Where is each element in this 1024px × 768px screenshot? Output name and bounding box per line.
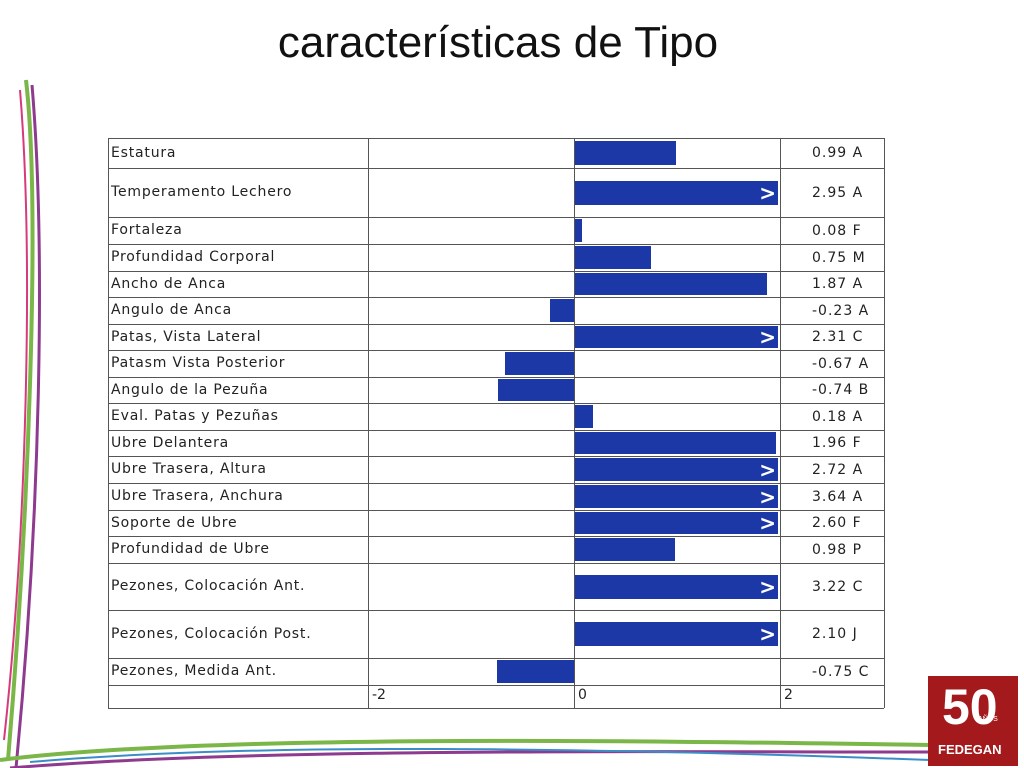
- bar: [574, 405, 593, 428]
- grid-line: [780, 138, 781, 708]
- bar: [574, 538, 675, 561]
- bar: >: [574, 180, 778, 205]
- value-label: -0.75 C: [812, 663, 870, 680]
- x-tick-label: -2: [372, 687, 386, 703]
- category-label: Eval. Patas y Pezuñas: [111, 408, 279, 424]
- row-line: [108, 271, 884, 272]
- row-line: [108, 685, 884, 686]
- bar: >: [574, 622, 778, 646]
- value-label: 2.10 J: [812, 626, 858, 642]
- chart-title: características de Tipo: [277, 18, 719, 67]
- frame-line: [108, 138, 884, 139]
- value-label: 3.64 A: [812, 488, 864, 505]
- value-label: 1.96 F: [812, 435, 862, 451]
- bar: [496, 660, 574, 683]
- row-line: [108, 244, 884, 245]
- category-label: Temperamento Lechero: [111, 184, 293, 200]
- row-line: [108, 708, 884, 709]
- value-label: 2.95 A: [812, 184, 864, 201]
- bar: [574, 141, 676, 165]
- value-label: 3.22 C: [812, 578, 864, 595]
- value-label: 0.08 F: [812, 222, 862, 239]
- bar: [574, 246, 652, 269]
- grid-line: [574, 138, 575, 708]
- value-label: 1.87 A: [812, 276, 864, 292]
- overflow-marker: >: [759, 457, 776, 482]
- value-label: 2.31 C: [812, 329, 864, 345]
- value-label: 0.98 P: [812, 541, 863, 558]
- logo: 50 AÑOS FEDEGAN: [928, 676, 1018, 766]
- value-label: -0.74 B: [812, 382, 870, 398]
- row-line: [108, 324, 884, 325]
- category-label: Ubre Delantera: [111, 434, 230, 451]
- overflow-marker: >: [759, 325, 776, 349]
- row-line: [108, 456, 884, 457]
- category-label: Patas, Vista Lateral: [111, 328, 262, 345]
- bar: >: [574, 512, 778, 534]
- row-line: [108, 377, 884, 378]
- value-label: 2.60 F: [812, 515, 862, 531]
- category-label: Ubre Trasera, Anchura: [111, 488, 284, 504]
- frame-line: [884, 138, 885, 708]
- bar: >: [574, 485, 778, 508]
- category-label: Soporte de Ubre: [111, 514, 238, 531]
- frame-line: [108, 138, 109, 708]
- bar: [550, 299, 574, 322]
- category-label: Patasm Vista Posterior: [111, 355, 286, 371]
- overflow-marker: >: [759, 511, 776, 535]
- bar: >: [574, 326, 778, 348]
- row-line: [108, 658, 884, 659]
- value-label: -0.23 A: [812, 302, 870, 319]
- row-line: [108, 403, 884, 404]
- category-label: Ancho de Anca: [111, 275, 227, 292]
- x-tick-label: 0: [578, 687, 587, 703]
- value-label: 2.72 A: [812, 461, 864, 478]
- row-line: [108, 483, 884, 484]
- category-label: Ubre Trasera, Altura: [111, 461, 267, 477]
- row-line: [108, 563, 884, 564]
- category-label: Pezones, Medida Ant.: [111, 663, 277, 679]
- overflow-marker: >: [759, 622, 776, 646]
- value-label: 0.99 A: [812, 145, 864, 161]
- category-label: Fortaleza: [111, 222, 183, 238]
- category-label: Angulo de Anca: [111, 302, 232, 318]
- category-label: Pezones, Colocación Ant.: [111, 578, 306, 594]
- category-label: Profundidad de Ubre: [111, 541, 270, 557]
- grid-line: [368, 138, 369, 708]
- bar: [504, 352, 574, 375]
- overflow-marker: >: [759, 180, 776, 205]
- value-label: 0.75 M: [812, 249, 866, 266]
- overflow-marker: >: [759, 574, 776, 599]
- row-line: [108, 610, 884, 611]
- category-label: Pezones, Colocación Post.: [111, 625, 312, 642]
- row-line: [108, 297, 884, 298]
- bar: >: [574, 458, 778, 481]
- bar: [574, 219, 583, 242]
- x-tick-label: 2: [784, 687, 793, 703]
- bar: [497, 379, 574, 401]
- category-label: Profundidad Corporal: [111, 249, 276, 265]
- value-label: -0.67 A: [812, 355, 870, 372]
- category-label: Angulo de la Pezuña: [111, 381, 269, 398]
- row-line: [108, 350, 884, 351]
- category-label: Estatura: [111, 144, 177, 161]
- bar: [574, 273, 767, 295]
- bar: >: [574, 574, 778, 599]
- row-line: [108, 168, 884, 169]
- overflow-marker: >: [759, 484, 776, 509]
- bar: [574, 432, 776, 454]
- logo-number: 50: [942, 679, 998, 735]
- row-line: [108, 430, 884, 431]
- row-line: [108, 536, 884, 537]
- row-line: [108, 510, 884, 511]
- logo-name: FEDEGAN: [938, 742, 1002, 757]
- value-label: 0.18 A: [812, 408, 864, 425]
- row-line: [108, 217, 884, 218]
- logo-years: AÑOS: [978, 716, 998, 723]
